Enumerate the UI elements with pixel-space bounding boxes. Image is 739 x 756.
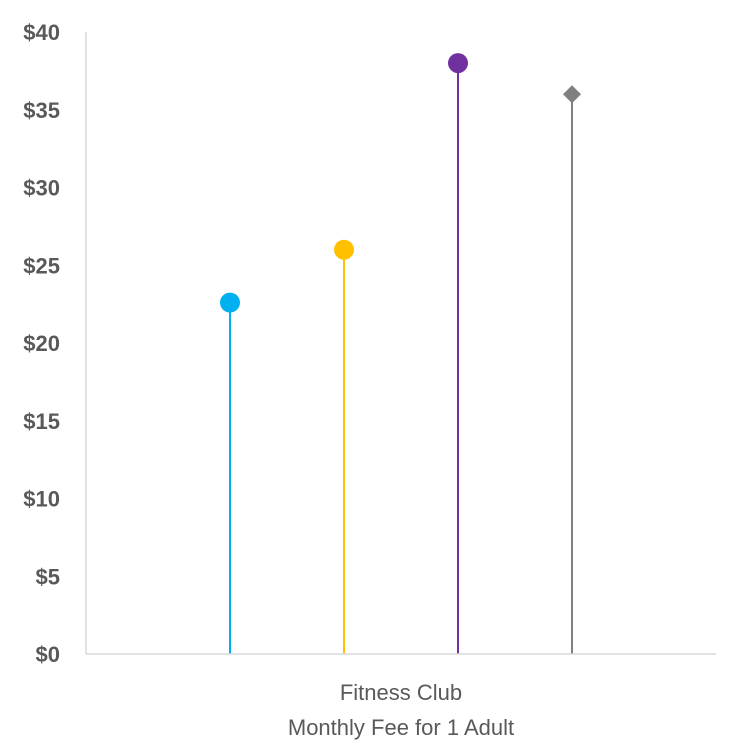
x-axis-label-line-1: Fitness Club xyxy=(340,680,462,705)
y-axis: $0 $5 $10 $15 $20 $25 $30 $35 $40 xyxy=(23,20,87,667)
lollipop-marker-4 xyxy=(563,85,581,104)
lollipop-markers xyxy=(220,53,581,313)
y-tick-label: $0 xyxy=(36,642,60,667)
y-tick-label: $20 xyxy=(23,331,60,356)
y-tick-label: $30 xyxy=(23,176,60,201)
lollipop-stems xyxy=(229,63,573,654)
y-tick-label: $15 xyxy=(23,409,60,434)
lollipop-marker-3 xyxy=(448,53,468,74)
y-tick-label: $40 xyxy=(23,20,60,45)
lollipop-marker-2 xyxy=(334,239,354,260)
x-axis-label-line-2: Monthly Fee for 1 Adult xyxy=(288,715,514,740)
lollipop-marker-1 xyxy=(220,292,240,313)
y-tick-label: $5 xyxy=(36,564,60,589)
y-tick-label: $35 xyxy=(23,98,60,123)
y-tick-label: $10 xyxy=(23,487,60,512)
y-tick-label: $25 xyxy=(23,253,60,278)
